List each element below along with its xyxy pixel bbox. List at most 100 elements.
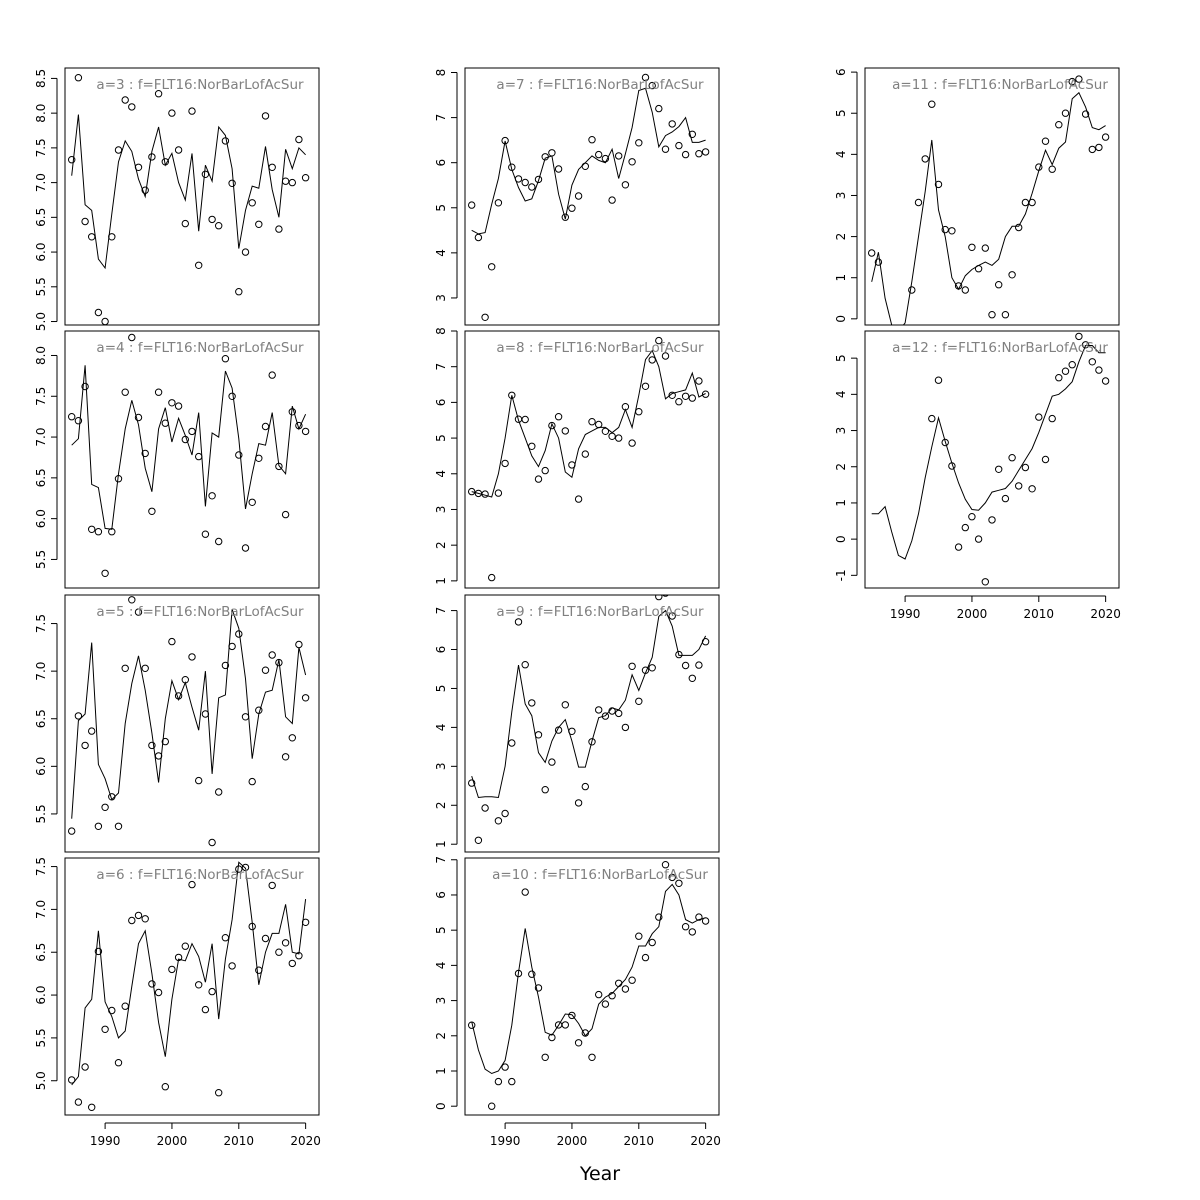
panel-8-observed-point xyxy=(608,992,616,1000)
panel-10-observed-point xyxy=(1055,374,1063,382)
panel-3-observed-point xyxy=(295,640,303,649)
panel-8-observed-point xyxy=(655,913,663,921)
panel-1-observed-point xyxy=(154,90,163,98)
panel-3-observed-point xyxy=(281,753,290,761)
panel-9-observed-point xyxy=(914,198,923,207)
panel-7-observed-point xyxy=(615,709,623,718)
panel-10-observed-point xyxy=(961,523,969,532)
panel-4-observed-point xyxy=(68,1076,76,1084)
panel-4-observed-point xyxy=(101,1025,109,1034)
panel-7-observed-point xyxy=(648,664,656,672)
panel-5-fitted-line xyxy=(471,87,706,235)
panel-10-observed-point xyxy=(1035,413,1043,421)
panel-2-observed-point xyxy=(195,452,203,461)
panel-1-observed-point xyxy=(235,288,243,296)
panel-2-observed-point xyxy=(174,402,183,410)
panel-2-observed-point xyxy=(215,537,223,546)
panel-9-y-tick-label: 3 xyxy=(834,192,848,200)
panel-10-y-tick-label: 4 xyxy=(834,391,848,399)
panel-4-y-tick-label: 5.0 xyxy=(34,1071,48,1090)
panel-9-observed-point xyxy=(988,311,996,319)
panel-8-y-tick-label: 2 xyxy=(434,1032,448,1040)
panel-3-observed-point xyxy=(168,637,176,646)
panel-2-observed-point xyxy=(108,528,116,536)
panel-4-y-tick-label: 7.5 xyxy=(34,857,48,876)
panel-2-y-tick-label: 5.5 xyxy=(34,550,48,569)
panel-3-observed-point xyxy=(201,710,210,718)
panel-6-observed-point xyxy=(661,352,670,360)
panel-3-observed-point xyxy=(195,776,203,785)
panel-2-title: a=4 : f=FLT16:NorBarLofAcSur xyxy=(96,340,304,356)
panel-7-observed-point xyxy=(628,662,636,670)
panel-7-observed-point xyxy=(541,786,549,794)
panel-5-observed-point xyxy=(621,181,630,189)
panel-7-observed-point xyxy=(554,726,563,734)
panel-8-observed-point xyxy=(595,990,603,999)
panel-8-observed-point xyxy=(668,873,676,882)
panel-5-observed-point xyxy=(494,199,503,207)
panel-1-observed-point xyxy=(255,220,263,229)
panel-4-observed-point xyxy=(235,865,243,873)
panel-4-y-tick-label: 6.5 xyxy=(34,943,48,962)
panel-10-observed-point xyxy=(941,438,949,447)
panel-9-observed-point xyxy=(1088,145,1097,154)
panel-5-y-tick-label: 3 xyxy=(434,294,448,302)
panel-4-frame xyxy=(64,857,320,1116)
panel-5-observed-point xyxy=(655,104,663,113)
panel-6-observed-point xyxy=(681,392,690,400)
panel-3-y-tick-label: 5.5 xyxy=(34,804,48,823)
panel-7-observed-point xyxy=(548,758,556,766)
panel-7-y-tick-label: 4 xyxy=(434,724,448,732)
panel-10-observed-point xyxy=(995,465,1003,473)
panel-9-y-tick-label: 0 xyxy=(834,315,848,323)
panel-1-observed-point xyxy=(94,308,103,317)
panel-6-observed-point xyxy=(601,427,610,435)
panel-7-observed-point xyxy=(655,595,663,601)
panel-9-y-tick-label: 5 xyxy=(834,109,848,117)
panel-1-observed-point xyxy=(161,158,170,166)
panel-1-observed-point xyxy=(81,217,89,226)
panel-5-y-tick-label: 5 xyxy=(434,204,448,212)
panel-2-observed-point xyxy=(268,371,276,379)
panel-8-observed-point xyxy=(641,953,650,962)
panel-1-observed-point xyxy=(295,135,303,144)
panel-5-title: a=7 : f=FLT16:NorBarLofAcSur xyxy=(496,77,704,93)
panel-5-observed-point xyxy=(488,263,496,271)
panel-8-x-tick-label: 2010 xyxy=(624,1134,655,1148)
panel-3-observed-point xyxy=(288,734,296,742)
panel-6-observed-point xyxy=(581,450,589,458)
panel-1-observed-point xyxy=(268,163,276,172)
panel-1-observed-point xyxy=(114,146,123,154)
panel-8-observed-point xyxy=(534,984,543,992)
panel-7-observed-point xyxy=(662,595,669,597)
panel-7-observed-point xyxy=(595,706,603,714)
panel-4-observed-point xyxy=(261,934,270,943)
panel-6-observed-point xyxy=(695,377,703,385)
panel-1-observed-point xyxy=(74,74,83,82)
panel-7-observed-point xyxy=(508,739,516,747)
panel-4-title: a=6 : f=FLT16:NorBarLofAcSur xyxy=(96,867,304,883)
panel-5-observed-point xyxy=(548,149,556,157)
panel-4-observed-point xyxy=(114,1059,123,1067)
panel-5-observed-point xyxy=(474,233,483,242)
panel-3-observed-point xyxy=(255,706,263,714)
panel-7-observed-point xyxy=(534,731,543,739)
panel-3-observed-point xyxy=(81,741,89,750)
panel-10-y-tick-label: 1 xyxy=(834,499,848,507)
panel-9-observed-point xyxy=(908,286,916,294)
panel-6-title: a=8 : f=FLT16:NorBarLofAcSur xyxy=(496,340,704,356)
panel-8-y-tick-label: 6 xyxy=(434,891,448,899)
panel-9-observed-point xyxy=(1015,223,1023,232)
panel-1: 5.0 5.5 6.0 6.5 7.0 7.5 8.0 8.5 a=3 : f=FLT16:No… xyxy=(34,67,320,331)
panel-2-observed-point xyxy=(301,427,310,436)
panel-7-observed-point xyxy=(481,804,489,812)
panel-10-observed-point xyxy=(1081,341,1090,349)
panel-2-observed-point xyxy=(134,413,143,422)
panel-1-observed-point xyxy=(288,178,296,187)
panel-8-observed-point xyxy=(628,976,636,984)
panel-7-y-tick-label: 5 xyxy=(434,685,448,693)
panel-1-y-tick-label: 6.0 xyxy=(34,243,48,262)
panel-2-observed-point xyxy=(235,451,243,459)
panel-7-observed-point xyxy=(588,738,596,746)
panel-1-observed-point xyxy=(134,163,143,172)
